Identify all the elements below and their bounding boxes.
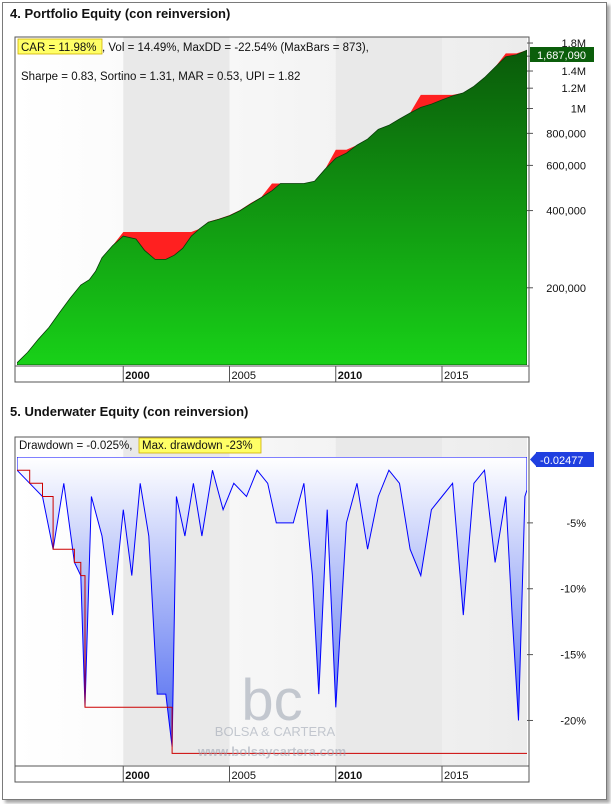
x-tick-label: 2015 bbox=[444, 370, 468, 382]
stat-max-drawdown: Max. drawdown -23% bbox=[142, 440, 253, 452]
underwater-equity-chart: -5% -10% -15% -20% 2000 2005 2010 2015 Drawdow… bbox=[14, 436, 594, 783]
equity-y-axis: 1.8M1.6M1.4M1.2M1M800,000600,000400,0002… bbox=[527, 38, 586, 295]
watermark-logo: bc bbox=[241, 668, 302, 733]
y-tick-label: 800,000 bbox=[546, 128, 586, 140]
y-tick-label: -15% bbox=[560, 650, 586, 662]
x-tick-label: 2005 bbox=[232, 370, 256, 382]
stat-drawdown: Drawdown = -0.025%, bbox=[19, 440, 132, 452]
watermark: bc BOLSA & CARTERA www.bolsaycartera.com bbox=[197, 668, 346, 759]
watermark-url: www.bolsaycartera.com bbox=[197, 744, 346, 759]
x-tick-label: 2010 bbox=[338, 770, 362, 782]
stat-car: CAR = 11.98% bbox=[21, 42, 97, 54]
underwater-x-axis: 2000 2005 2010 2015 bbox=[122, 766, 468, 782]
equity-area bbox=[17, 49, 527, 365]
equity-last-value: 1,687,090 bbox=[537, 50, 586, 62]
y-tick-label: -5% bbox=[566, 518, 586, 530]
x-tick-label: 2015 bbox=[444, 770, 468, 782]
x-tick-label: 2010 bbox=[338, 370, 362, 382]
car-highlight bbox=[17, 38, 103, 55]
x-tick-label: 2000 bbox=[125, 770, 149, 782]
equity-last-value-box bbox=[530, 47, 594, 62]
x-tick-label: 2005 bbox=[232, 770, 256, 782]
equity-x-axis: 2000 2005 2010 2015 bbox=[122, 366, 468, 382]
underwater-area bbox=[17, 457, 527, 747]
portfolio-equity-chart: 1.8M1.6M1.4M1.2M1M800,000600,000400,0002… bbox=[14, 36, 594, 383]
chart-title-underwater-equity: 5. Underwater Equity (con reinversion) bbox=[10, 404, 249, 419]
underwater-last-value-box bbox=[536, 452, 594, 467]
y-tick-label: 1.4M bbox=[562, 66, 586, 78]
max-dd-highlight bbox=[138, 437, 262, 454]
y-tick-label: 400,000 bbox=[546, 206, 586, 218]
x-tick-label: 2000 bbox=[125, 370, 149, 382]
max-drawdown-line bbox=[17, 469, 527, 754]
y-tick-label: -10% bbox=[560, 584, 586, 596]
y-tick-label: 600,000 bbox=[546, 160, 586, 172]
stat-line2: Sharpe = 0.83, Sortino = 1.31, MAR = 0.5… bbox=[21, 71, 300, 83]
underwater-last-value: -0.02477 bbox=[540, 455, 583, 467]
y-tick-label: 1M bbox=[571, 104, 586, 116]
chart-title-portfolio-equity: 4. Portfolio Equity (con reinversion) bbox=[10, 6, 231, 21]
stat-line1: , Vol = 14.49%, MaxDD = -22.54% (MaxBars… bbox=[102, 42, 369, 54]
underwater-y-axis: -5% -10% -15% -20% bbox=[527, 518, 586, 727]
y-tick-label: -20% bbox=[560, 715, 586, 727]
y-tick-label: 1.2M bbox=[562, 83, 586, 95]
watermark-name: BOLSA & CARTERA bbox=[215, 724, 336, 739]
y-tick-label: 200,000 bbox=[546, 283, 586, 295]
